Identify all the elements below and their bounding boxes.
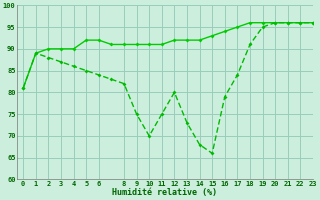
X-axis label: Humidité relative (%): Humidité relative (%)	[112, 188, 218, 197]
